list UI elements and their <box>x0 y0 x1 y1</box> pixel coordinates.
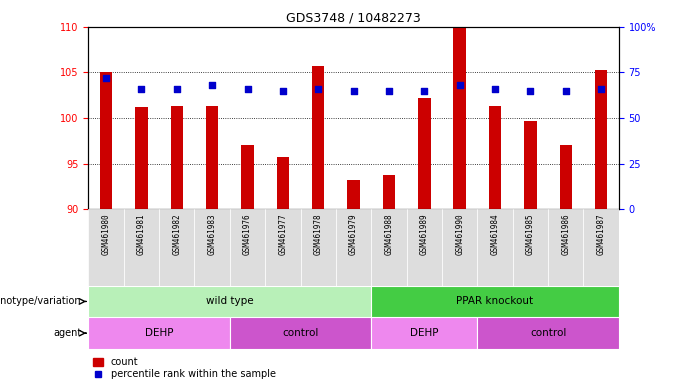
Point <box>277 88 288 94</box>
Bar <box>135 107 148 209</box>
Text: GSM461987: GSM461987 <box>596 213 606 255</box>
Point <box>313 86 324 92</box>
Bar <box>88 209 124 286</box>
Bar <box>560 146 572 209</box>
Point <box>454 82 465 88</box>
Legend: count, percentile rank within the sample: count, percentile rank within the sample <box>93 357 276 379</box>
Text: GSM461978: GSM461978 <box>313 213 323 255</box>
Point <box>596 86 607 92</box>
Bar <box>336 209 371 286</box>
Text: GSM461985: GSM461985 <box>526 213 535 255</box>
Text: wild type: wild type <box>206 296 254 306</box>
Point <box>560 88 571 94</box>
Text: GSM461986: GSM461986 <box>561 213 571 255</box>
Bar <box>595 70 607 209</box>
Text: GSM461989: GSM461989 <box>420 213 429 255</box>
Point <box>171 86 182 92</box>
Point <box>207 82 218 88</box>
Bar <box>513 209 548 286</box>
Bar <box>88 286 371 317</box>
Bar <box>489 106 501 209</box>
Bar <box>442 209 477 286</box>
Text: GSM461990: GSM461990 <box>455 213 464 255</box>
Bar <box>454 27 466 209</box>
Text: agent: agent <box>53 328 82 338</box>
Title: GDS3748 / 10482273: GDS3748 / 10482273 <box>286 11 421 24</box>
Bar <box>159 209 194 286</box>
Bar <box>171 106 183 209</box>
Text: GSM461988: GSM461988 <box>384 213 394 255</box>
Bar <box>548 209 583 286</box>
Point <box>419 88 430 94</box>
Text: GSM461976: GSM461976 <box>243 213 252 255</box>
Text: DEHP: DEHP <box>145 328 173 338</box>
Bar <box>477 317 619 349</box>
Bar <box>312 66 324 209</box>
Bar <box>241 146 254 209</box>
Bar <box>194 209 230 286</box>
Bar <box>206 106 218 209</box>
Bar <box>477 209 513 286</box>
Text: DEHP: DEHP <box>410 328 439 338</box>
Text: GSM461983: GSM461983 <box>207 213 217 255</box>
Text: GSM461977: GSM461977 <box>278 213 288 255</box>
Bar <box>230 209 265 286</box>
Text: control: control <box>282 328 319 338</box>
Text: GSM461981: GSM461981 <box>137 213 146 255</box>
Bar <box>371 209 407 286</box>
Bar <box>407 209 442 286</box>
Bar <box>347 180 360 209</box>
Bar <box>371 317 477 349</box>
Text: PPAR knockout: PPAR knockout <box>456 296 534 306</box>
Bar <box>88 317 230 349</box>
Bar <box>583 209 619 286</box>
Text: GSM461982: GSM461982 <box>172 213 182 255</box>
Bar <box>230 317 371 349</box>
Bar <box>100 73 112 209</box>
Bar <box>277 157 289 209</box>
Point <box>242 86 253 92</box>
Point <box>101 75 112 81</box>
Point <box>384 88 394 94</box>
Point <box>136 86 147 92</box>
Text: genotype/variation: genotype/variation <box>0 296 82 306</box>
Point <box>348 88 359 94</box>
Text: control: control <box>530 328 566 338</box>
Bar <box>371 286 619 317</box>
Text: GSM461980: GSM461980 <box>101 213 111 255</box>
Point <box>490 86 500 92</box>
Point <box>525 88 536 94</box>
Bar <box>524 121 537 209</box>
Bar <box>383 175 395 209</box>
Bar <box>124 209 159 286</box>
Text: GSM461979: GSM461979 <box>349 213 358 255</box>
Bar <box>418 98 430 209</box>
Bar <box>265 209 301 286</box>
Text: GSM461984: GSM461984 <box>490 213 500 255</box>
Bar <box>301 209 336 286</box>
